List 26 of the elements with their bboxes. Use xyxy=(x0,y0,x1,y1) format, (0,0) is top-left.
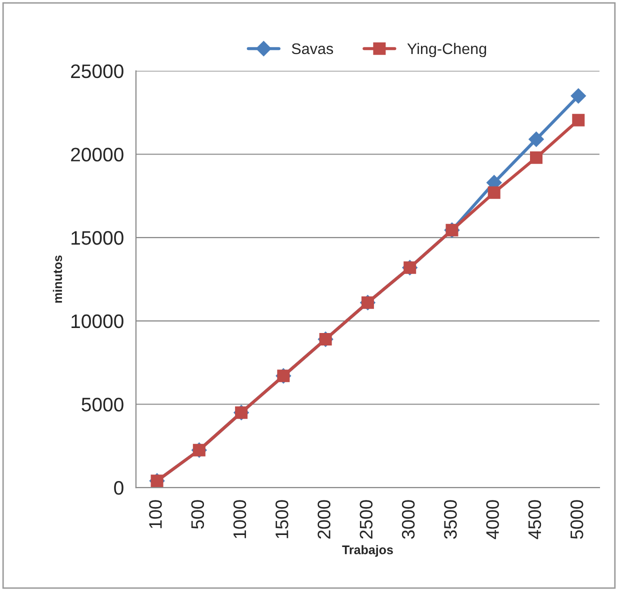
point xyxy=(572,114,585,126)
point xyxy=(488,186,500,199)
x-tick-label: 4000 xyxy=(486,500,499,540)
x-tick-label: 5000 xyxy=(570,500,584,539)
legend-label: Ying-Cheng xyxy=(407,42,486,58)
point xyxy=(528,132,544,147)
y-tick-label: 0 xyxy=(114,481,124,495)
x-tick-label: 4500 xyxy=(528,500,542,540)
x-tick-label: 1000 xyxy=(233,500,246,538)
y-tick-label: 25000 xyxy=(71,64,124,78)
x-tick-label: 2500 xyxy=(360,500,373,539)
legend-label: Savas xyxy=(292,43,334,54)
y-axis-title: minutos xyxy=(52,255,62,303)
y-tick-label: 15000 xyxy=(72,231,124,245)
x-tick-label: 500 xyxy=(191,500,204,529)
point xyxy=(530,151,543,164)
x-tick-label: 100 xyxy=(149,500,162,528)
x-tick-label: 3500 xyxy=(444,500,457,539)
x-tick-label: 2000 xyxy=(318,500,330,539)
y-tick-label: 10000 xyxy=(72,314,124,328)
point xyxy=(570,88,586,104)
x-axis-title: Trabajos xyxy=(342,545,393,557)
x-tick-label: 3000 xyxy=(402,500,415,539)
x-tick-label: 1500 xyxy=(276,500,288,538)
y-tick-label: 5000 xyxy=(82,398,124,412)
y-tick-label: 20000 xyxy=(71,148,124,162)
